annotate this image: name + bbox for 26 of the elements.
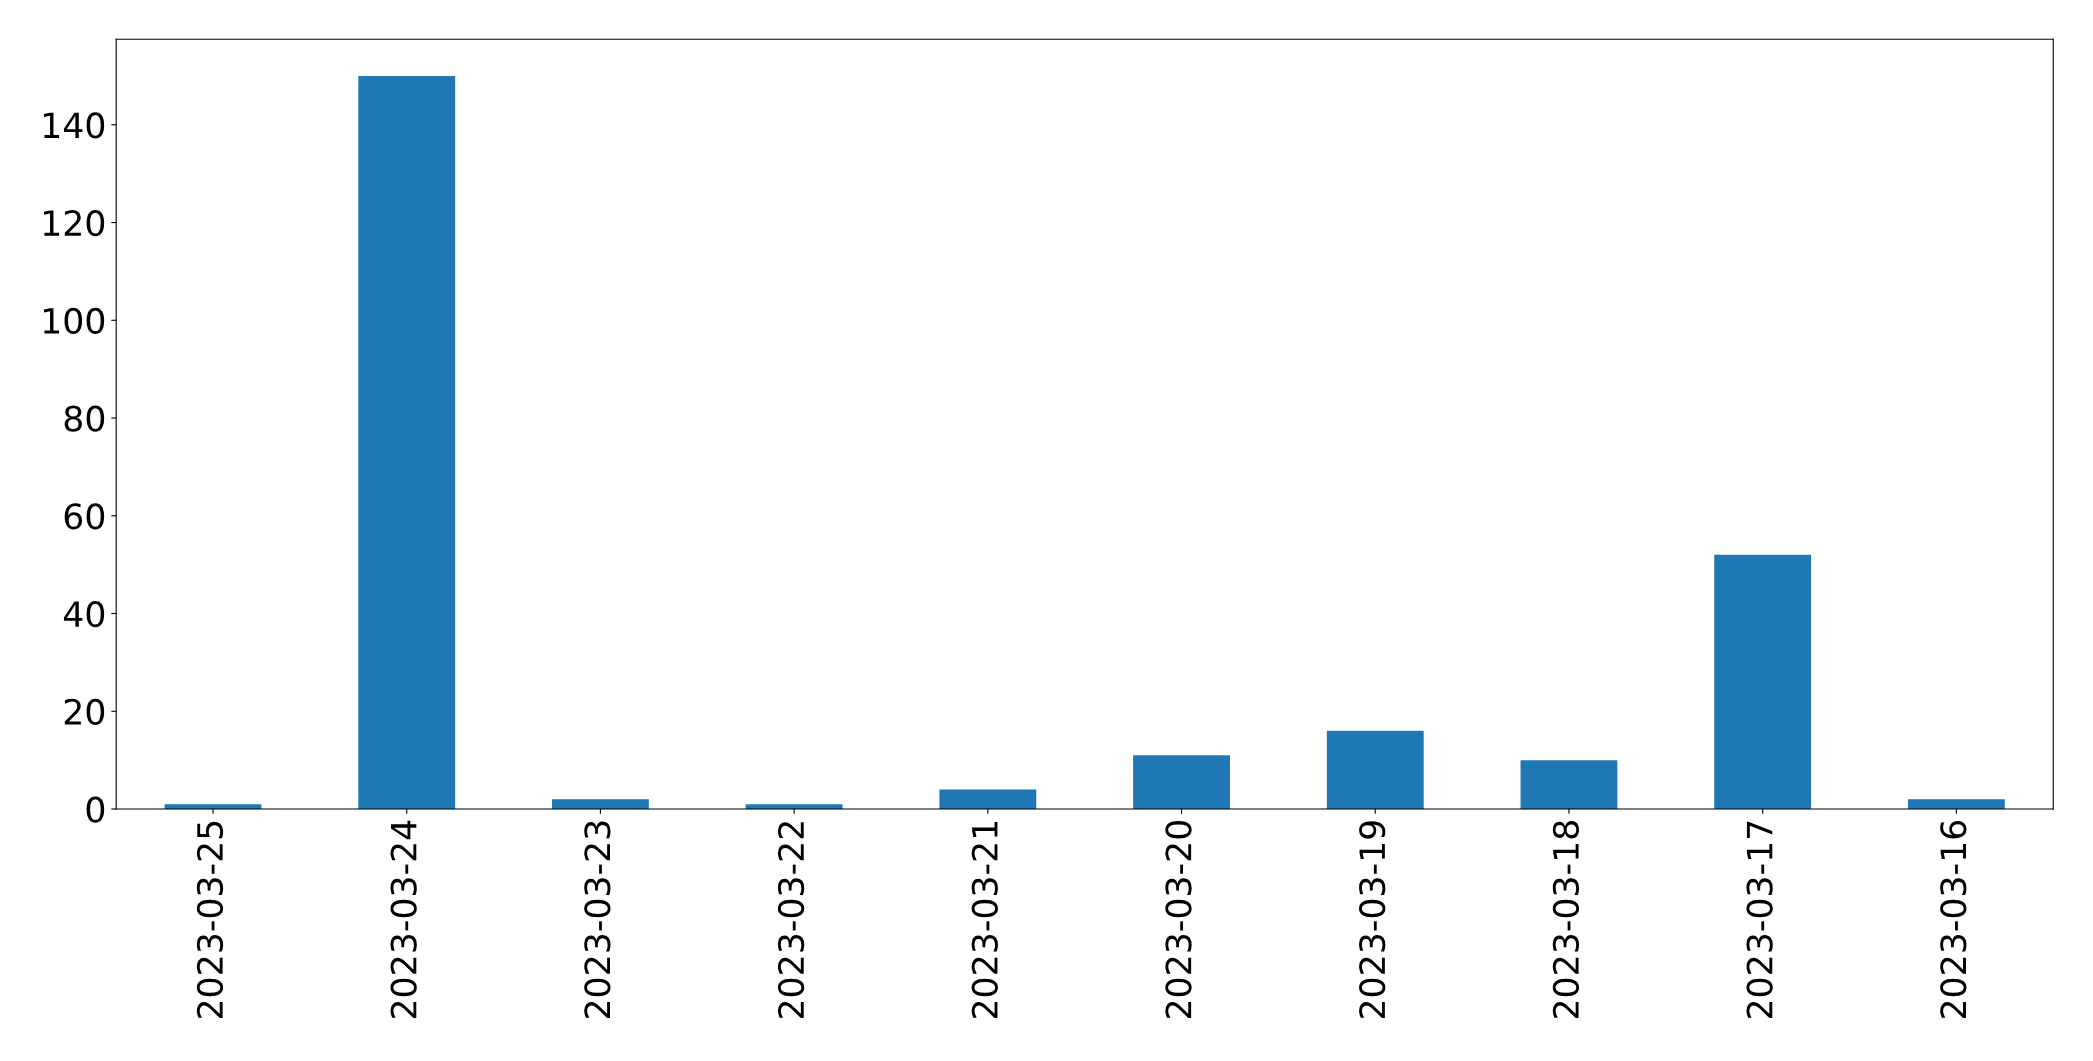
bar — [358, 75, 456, 810]
y-tick-label: 60 — [64, 503, 105, 530]
x-tick-label: 2023-03-16 — [1940, 820, 1967, 1018]
y-tick-label: 120 — [43, 209, 105, 237]
bar — [1907, 799, 2005, 810]
x-tick-label: 2023-03-21 — [971, 821, 998, 1018]
bar — [552, 799, 649, 810]
bar — [1520, 760, 1618, 810]
x-tick-label: 2023-03-23 — [584, 821, 611, 1018]
bar — [939, 789, 1037, 810]
bar — [1326, 730, 1424, 810]
y-tick-label: 40 — [63, 600, 105, 628]
x-tick-label: 2023-03-19 — [1359, 821, 1386, 1018]
y-tick-label: 100 — [43, 307, 105, 334]
y-tick-label: 140 — [43, 112, 105, 139]
x-tick-label: 2023-03-17 — [1746, 821, 1773, 1018]
y-tick-label: 80 — [64, 405, 105, 432]
y-tick-label: 0 — [86, 796, 105, 823]
x-tick-label: 2023-03-18 — [1552, 821, 1580, 1018]
x-tick-label: 2023-03-25 — [196, 821, 224, 1018]
x-tick-label: 2023-03-24 — [390, 820, 417, 1018]
y-tick-label: 20 — [64, 698, 105, 725]
bar — [1714, 554, 1812, 810]
x-tick-label: 2023-03-22 — [777, 822, 805, 1018]
x-tick-label: 2023-03-20 — [1165, 821, 1192, 1018]
bar — [1133, 755, 1230, 810]
